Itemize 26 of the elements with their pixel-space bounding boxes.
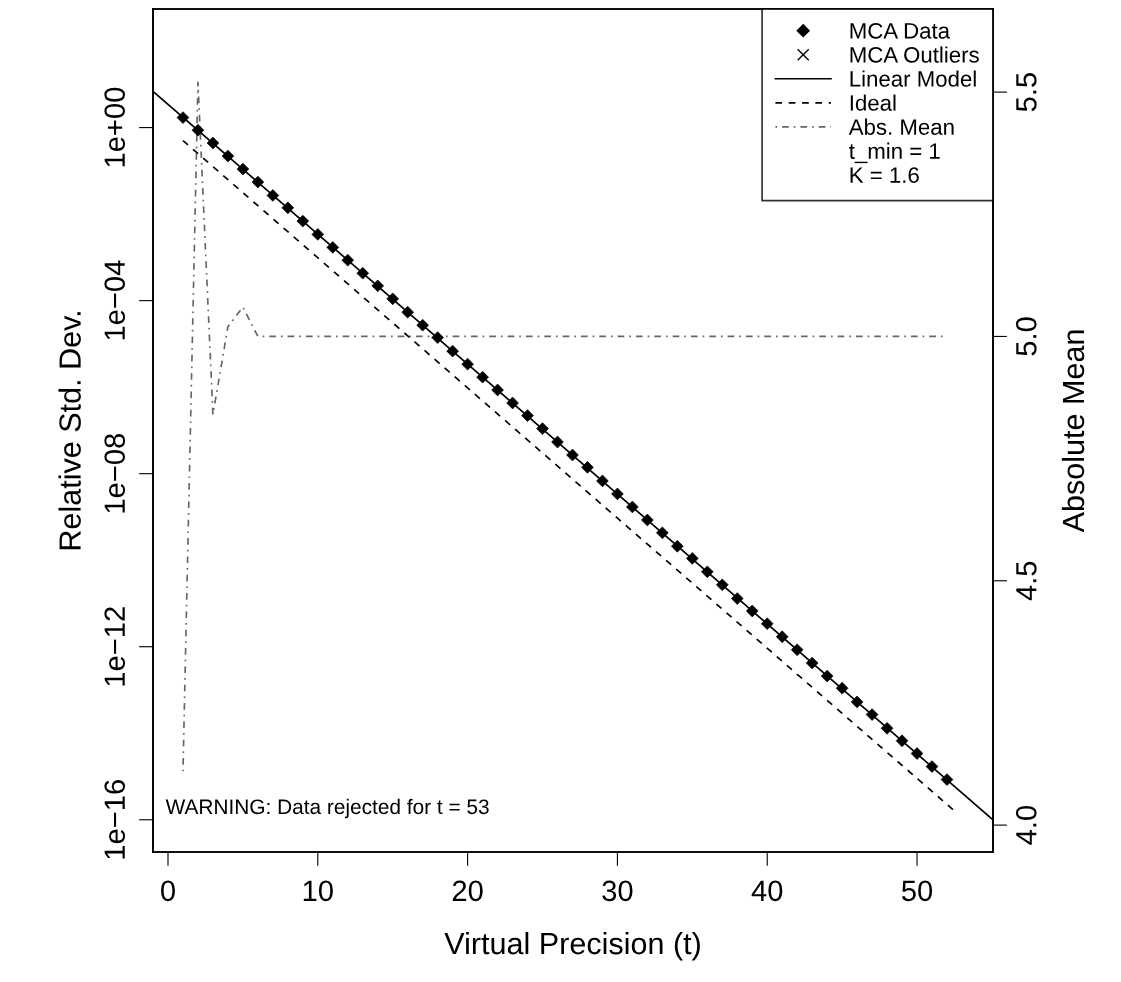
y2-tick-label: 5.0	[1015, 317, 1037, 356]
x-tick-label: 10	[303, 880, 333, 902]
y-tick-label: 1e−12	[104, 607, 126, 686]
x-tick-label: 50	[901, 880, 933, 902]
y-tick-label: 1e+00	[104, 87, 126, 167]
x-tick-label: 0	[161, 880, 175, 902]
legend-label: Ideal	[850, 94, 896, 111]
annotation: t_min = 1	[849, 142, 940, 164]
legend-label: MCA Outliers	[850, 46, 979, 63]
x-axis-title: Virtual Precision (t)	[444, 931, 700, 961]
y2-tick-label: 4.5	[1016, 561, 1037, 601]
y-tick-label: 1e−04	[104, 260, 126, 340]
y-axis-title: Relative Std. Dev.	[58, 312, 81, 550]
y2-tick-label: 4.0	[1015, 805, 1037, 845]
y2-axis-title: Absolute Mean	[1061, 330, 1085, 533]
legend-label: MCA Data	[850, 22, 951, 39]
legend-label: Abs. Mean	[848, 118, 954, 135]
y-tick-label: 1e−16	[104, 780, 126, 859]
x-tick-label: 20	[452, 880, 483, 902]
annotation: WARNING: Data rejected for t = 53	[165, 798, 489, 819]
legend-label: Linear Model	[850, 70, 976, 87]
x-tick-label: 30	[602, 880, 633, 902]
x-tick-label: 40	[751, 880, 783, 902]
annotation: K = 1.6	[850, 167, 919, 183]
y-tick-label: 1e−08	[104, 433, 126, 513]
y2-tick-label: 5.5	[1016, 73, 1037, 112]
